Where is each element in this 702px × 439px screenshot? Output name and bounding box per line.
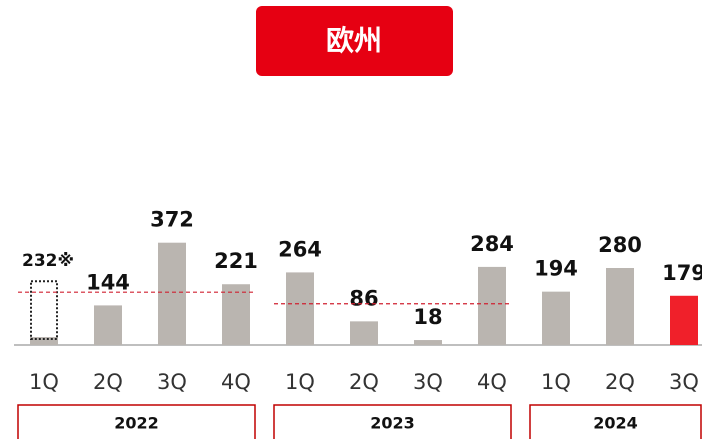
- x-tick-label: 2Q: [349, 370, 379, 394]
- x-tick-label: 3Q: [669, 370, 699, 394]
- bar: [286, 272, 314, 345]
- bar: [30, 337, 58, 345]
- bar: [222, 284, 250, 345]
- bar: [478, 266, 506, 345]
- x-tick-label: 2Q: [605, 370, 635, 394]
- bar: [542, 291, 570, 345]
- value-label: 179: [662, 261, 702, 285]
- value-label: 284: [470, 232, 514, 256]
- group-box: [273, 404, 512, 439]
- x-tick-label: 1Q: [285, 370, 315, 394]
- value-label: 232※: [22, 251, 74, 271]
- bar: [606, 268, 634, 345]
- bar: [94, 305, 122, 345]
- group-box: [17, 404, 256, 439]
- title-box: [256, 6, 453, 76]
- x-tick-label: 1Q: [541, 370, 571, 394]
- value-label: 221: [214, 249, 258, 273]
- chart-title: 欧州: [326, 24, 382, 57]
- value-label: 18: [413, 305, 442, 329]
- value-label: 144: [86, 270, 130, 294]
- x-tick-label: 4Q: [477, 370, 507, 394]
- group-box: [529, 404, 702, 439]
- value-label: 86: [349, 286, 378, 310]
- value-label: 372: [150, 208, 194, 232]
- x-tick-label: 4Q: [221, 370, 251, 394]
- value-label: 280: [598, 233, 642, 257]
- group-label: 2023: [370, 414, 415, 433]
- bar-outline: [30, 280, 58, 341]
- group-label: 2022: [114, 414, 159, 433]
- x-tick-label: 3Q: [157, 370, 187, 394]
- bar: [158, 242, 186, 345]
- group-label: 2024: [593, 414, 638, 433]
- x-tick-label: 2Q: [93, 370, 123, 394]
- bar: [414, 340, 442, 345]
- x-tick-label: 3Q: [413, 370, 443, 394]
- x-tick-label: 1Q: [29, 370, 59, 394]
- bar: [350, 321, 378, 345]
- value-label: 194: [534, 257, 578, 281]
- value-label: 264: [278, 237, 322, 261]
- bar: [670, 295, 698, 345]
